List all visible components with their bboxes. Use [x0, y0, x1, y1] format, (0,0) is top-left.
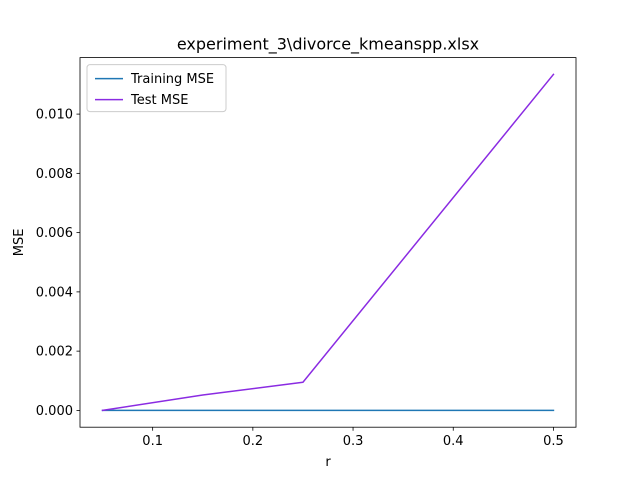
- x-tick-label: 0.5: [543, 434, 564, 449]
- y-tick-label: 0.002: [36, 345, 73, 360]
- x-tick-label: 0.3: [343, 434, 364, 449]
- legend-label: Test MSE: [130, 93, 188, 108]
- x-axis-title: r: [325, 455, 331, 470]
- y-tick-label: 0.010: [36, 108, 73, 123]
- y-tick-label: 0.004: [36, 285, 73, 300]
- legend-label: Training MSE: [130, 72, 214, 87]
- y-tick-label: 0.000: [36, 404, 73, 419]
- y-tick-label: 0.006: [36, 226, 73, 241]
- y-axis-title: MSE: [12, 229, 27, 257]
- y-tick-label: 0.008: [36, 167, 73, 182]
- legend: Training MSE Test MSE: [86, 64, 227, 113]
- series-line-2: [101, 73, 555, 412]
- series-lines: [101, 73, 555, 412]
- x-tick-label: 0.2: [243, 434, 264, 449]
- chart-title: experiment_3\divorce_kmeanspp.xlsx: [177, 35, 479, 55]
- x-tick-label: 0.1: [142, 434, 163, 449]
- x-tick-label: 0.4: [443, 434, 464, 449]
- y-axis: 0.000 0.002 0.004 0.006 0.008 0.010: [36, 108, 80, 419]
- plot-area: [79, 57, 577, 428]
- plot-frame: [79, 57, 577, 428]
- x-axis: 0.1 0.2 0.3 0.4 0.5: [142, 427, 564, 449]
